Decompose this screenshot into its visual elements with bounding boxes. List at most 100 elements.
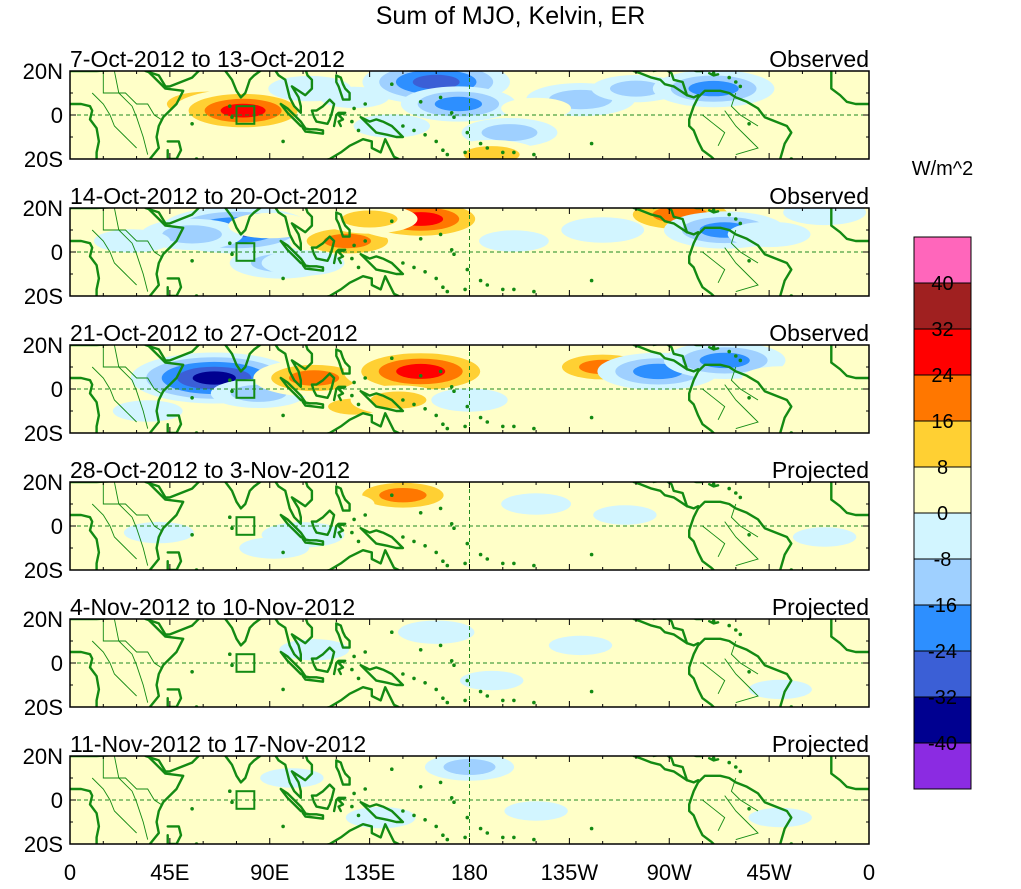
border-line xyxy=(91,366,137,423)
island xyxy=(512,150,516,155)
island xyxy=(423,407,427,411)
island xyxy=(401,809,405,813)
coastline xyxy=(144,482,201,499)
anomaly-blob xyxy=(298,492,375,516)
island xyxy=(438,506,443,511)
island xyxy=(352,380,356,385)
y-tick-label: 20S xyxy=(24,695,63,720)
anomaly-blob xyxy=(548,635,613,656)
y-tick-label: 20N xyxy=(23,470,63,495)
coastline xyxy=(70,482,185,570)
island xyxy=(738,84,743,89)
anomaly-blob xyxy=(792,527,857,547)
anomaly-contour xyxy=(548,635,613,656)
island xyxy=(727,212,731,217)
border-line xyxy=(724,247,759,293)
colorbar-swatch xyxy=(913,328,972,376)
coastline xyxy=(324,275,400,296)
anomaly-contour xyxy=(245,130,316,153)
island xyxy=(711,482,716,487)
panel-period-label: 7-Oct-2012 to 13-Oct-2012 xyxy=(70,46,345,72)
island xyxy=(190,670,194,674)
island xyxy=(401,672,405,676)
island xyxy=(438,232,443,237)
island xyxy=(478,689,483,694)
y-tick-label: 20S xyxy=(24,832,63,857)
anomaly-contour xyxy=(341,210,398,228)
coastline xyxy=(223,756,263,784)
anomaly-contour xyxy=(396,363,446,379)
coastline xyxy=(688,370,715,433)
colorbar-swatch xyxy=(913,282,972,330)
border-line xyxy=(724,795,759,841)
anomaly-blob xyxy=(672,502,755,528)
coastline xyxy=(652,756,689,782)
border-line xyxy=(702,525,726,558)
x-tick-label: 135E xyxy=(344,860,395,885)
coastline xyxy=(70,208,185,296)
coastline xyxy=(696,500,793,570)
colorbar-swatch xyxy=(913,742,972,790)
colorbar-tick-label: -16 xyxy=(928,595,957,617)
island xyxy=(532,289,536,294)
panel-6: 20N 0 20S 11-Nov-2012 to 17-Nov-2012 Project… xyxy=(23,731,870,857)
island xyxy=(350,530,354,535)
colorbar-units: W/m^2 xyxy=(912,158,974,180)
anomaly-blob xyxy=(479,230,549,252)
anomaly-contour xyxy=(481,124,538,142)
island xyxy=(281,139,285,144)
y-tick-label: 0 xyxy=(51,788,63,813)
anomaly-blob xyxy=(112,400,183,422)
panel-period-label: 28-Oct-2012 to 3-Nov-2012 xyxy=(70,457,350,483)
border-line xyxy=(730,640,759,675)
colorbar-swatch xyxy=(913,374,972,422)
island xyxy=(445,426,450,431)
island xyxy=(501,150,505,155)
anomaly-field xyxy=(70,345,869,433)
anomaly-blob xyxy=(160,675,224,695)
island xyxy=(445,700,450,705)
island xyxy=(412,128,416,133)
reference-box xyxy=(235,105,256,125)
island xyxy=(465,404,470,409)
colorbar-swatch xyxy=(913,236,972,284)
coastline xyxy=(70,787,101,844)
coastline xyxy=(652,208,689,234)
coastline xyxy=(70,650,101,707)
island xyxy=(485,146,490,150)
island xyxy=(281,413,285,418)
coastline xyxy=(632,71,700,99)
coastline xyxy=(688,507,715,570)
island xyxy=(452,800,456,804)
anomaly-blob xyxy=(504,801,568,821)
island xyxy=(190,807,194,811)
anomaly-blob xyxy=(748,807,812,828)
anomaly-contour xyxy=(215,631,280,651)
island xyxy=(452,526,456,530)
coastline xyxy=(324,686,400,707)
coastline xyxy=(632,208,700,236)
colorbar-swatch xyxy=(913,558,972,606)
island xyxy=(465,267,470,272)
reference-box xyxy=(235,379,256,399)
island xyxy=(747,670,751,674)
border-line xyxy=(724,658,759,704)
island xyxy=(485,694,490,698)
anomaly-contour xyxy=(192,371,236,385)
anomaly-blob xyxy=(748,679,812,700)
coastline xyxy=(274,208,314,251)
colorbar-tick-label: 32 xyxy=(931,319,953,341)
island xyxy=(478,141,483,146)
anomaly-contour xyxy=(792,527,857,547)
island xyxy=(747,122,751,126)
island xyxy=(734,80,738,84)
island xyxy=(711,71,716,75)
island xyxy=(485,420,490,424)
border-line xyxy=(724,521,759,567)
anomaly-blob xyxy=(123,521,194,544)
island xyxy=(478,552,483,557)
island xyxy=(363,239,368,243)
y-tick-label: 0 xyxy=(51,103,63,128)
coastline xyxy=(70,513,101,570)
